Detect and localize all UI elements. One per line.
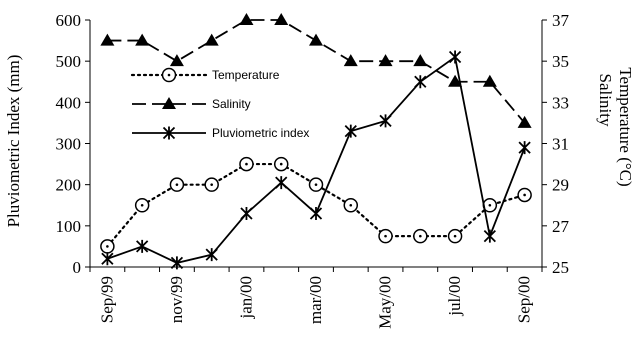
x-tick-label: May/00 bbox=[376, 276, 395, 329]
y-left-tick-label: 200 bbox=[56, 176, 82, 195]
y-right-axis-title-salinity: Salinity bbox=[596, 74, 615, 127]
series-line-temperature bbox=[106, 162, 526, 248]
y-right-tick-label: 27 bbox=[552, 217, 570, 236]
legend-label-temperature: Temperature bbox=[212, 68, 280, 82]
y-right-tick-label: 37 bbox=[552, 11, 570, 30]
temperature-marker-dot bbox=[175, 183, 179, 186]
pluviometric-marker bbox=[483, 229, 496, 243]
salinity-marker bbox=[100, 33, 115, 46]
y-right-tick-label: 35 bbox=[552, 52, 569, 71]
pluviometric-marker bbox=[170, 256, 184, 270]
temperature-marker-dot bbox=[349, 203, 353, 207]
pluviometric-marker bbox=[518, 141, 531, 155]
pluviometric-marker bbox=[379, 114, 392, 128]
temperature-marker-dot bbox=[245, 162, 248, 166]
pluviometric-marker bbox=[309, 206, 323, 220]
pluviometric-marker bbox=[240, 206, 253, 220]
salinity-marker bbox=[309, 33, 323, 46]
temperature-marker-dot bbox=[210, 183, 213, 186]
temperature-marker-dot bbox=[167, 73, 171, 77]
salinity-marker bbox=[378, 54, 393, 67]
y-right-tick-label: 25 bbox=[552, 258, 569, 277]
y-right-axis-title-temperature: Temperature (°C) bbox=[616, 67, 635, 186]
legend: Temperature Salinity Pluviometric index bbox=[130, 67, 309, 140]
y-left-tick-label: 500 bbox=[56, 52, 82, 71]
temperature-marker-dot bbox=[106, 245, 109, 248]
temperature-marker-dot bbox=[488, 203, 492, 207]
pluviometric-marker bbox=[136, 239, 149, 253]
x-tick-label: mar/00 bbox=[306, 276, 325, 324]
temperature-marker-dot bbox=[419, 234, 422, 238]
y-left-tick-label: 100 bbox=[56, 217, 82, 236]
y-left-tick-label: 400 bbox=[56, 93, 82, 112]
x-tick-label: Sep/00 bbox=[515, 276, 534, 323]
salinity-marker bbox=[517, 115, 532, 128]
salinity-marker bbox=[343, 54, 358, 67]
temperature-marker-dot bbox=[279, 162, 283, 166]
salinity-marker bbox=[162, 97, 176, 109]
pluviometric-marker bbox=[101, 252, 114, 266]
temperature-marker-dot bbox=[384, 234, 387, 238]
y-right-tick-label: 31 bbox=[552, 135, 569, 154]
salinity-marker bbox=[169, 54, 184, 67]
salinity-marker bbox=[274, 13, 289, 25]
x-tick-label: nov/99 bbox=[167, 276, 186, 323]
pluviometric-marker bbox=[448, 50, 462, 64]
x-tick-label: jul/00 bbox=[445, 276, 464, 317]
temperature-marker-dot bbox=[453, 234, 457, 238]
series-pluviometric-index bbox=[101, 50, 531, 270]
legend-label-salinity: Salinity bbox=[212, 97, 251, 111]
x-tick-label: Sep/99 bbox=[97, 276, 116, 323]
salinity-marker bbox=[413, 54, 428, 67]
y-left-axis-title: Pluviometric Index (mm) bbox=[4, 55, 23, 228]
y-right-tick-label: 29 bbox=[552, 176, 569, 195]
axis-titles: Pluviometric Index (mm) Temperature (°C)… bbox=[4, 55, 635, 228]
pluviometric-marker bbox=[414, 75, 427, 89]
x-tick-label: jan/00 bbox=[236, 276, 255, 320]
pluviometric-marker bbox=[205, 248, 218, 262]
temperature-marker-dot bbox=[314, 183, 318, 186]
pluviometric-marker bbox=[162, 126, 176, 140]
salinity-marker bbox=[135, 33, 150, 46]
salinity-marker bbox=[204, 33, 219, 46]
legend-label-pluviometric-index: Pluviometric index bbox=[212, 126, 309, 140]
series-line-pluviometric-index bbox=[107, 55, 526, 264]
temperature-marker-dot bbox=[523, 193, 526, 197]
pluviometric-marker bbox=[275, 176, 288, 190]
series-layer bbox=[100, 13, 532, 270]
series-temperature bbox=[100, 156, 532, 254]
temperature-marker-dot bbox=[140, 203, 144, 207]
salinity-marker bbox=[482, 74, 497, 87]
y-left-tick-label: 600 bbox=[56, 11, 82, 30]
series-salinity bbox=[100, 13, 532, 128]
salinity-marker bbox=[448, 74, 463, 87]
axes: 0 100 200 300 400 500 600 25 27 29 31 33 35 37 Sep/99 n… bbox=[56, 11, 570, 329]
y-left-tick-label: 300 bbox=[56, 135, 82, 154]
y-right-tick-label: 33 bbox=[552, 93, 569, 112]
y-left-tick-label: 0 bbox=[73, 258, 82, 277]
pluviometric-marker bbox=[344, 124, 357, 138]
salinity-marker bbox=[239, 13, 254, 25]
